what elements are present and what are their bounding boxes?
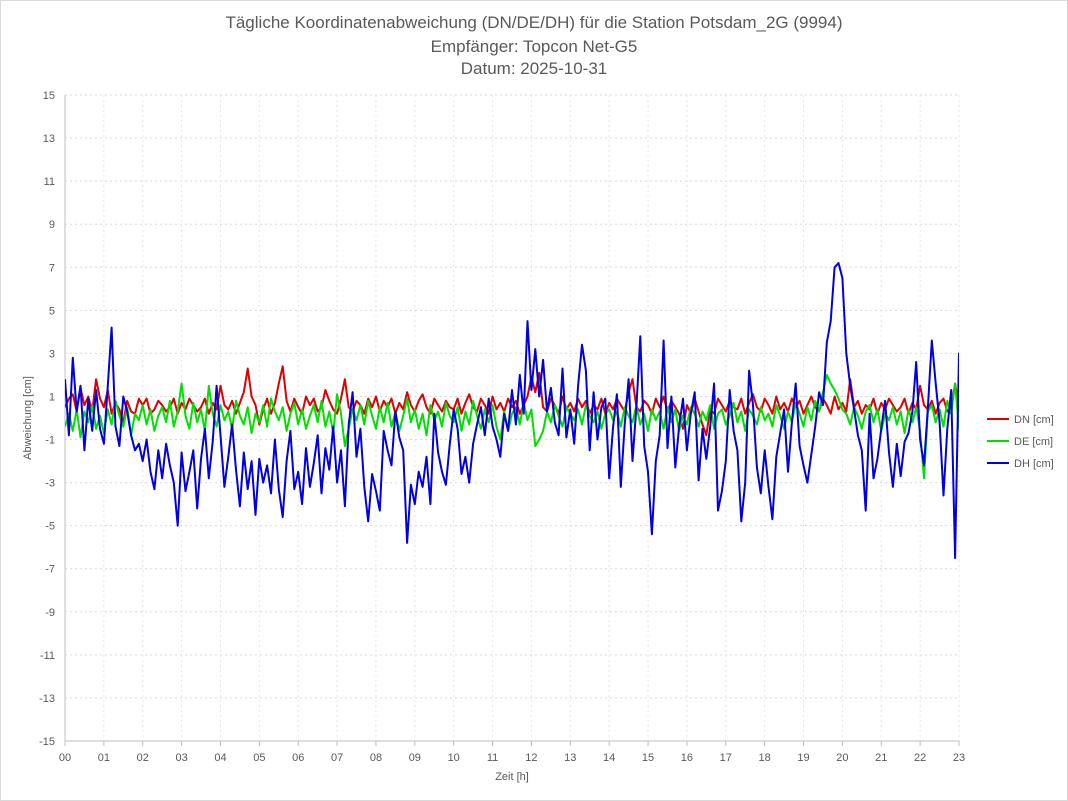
x-tick-label: 11 xyxy=(487,752,498,764)
chart-title-line-1: Tägliche Koordinatenabweichung (DN/DE/DH… xyxy=(225,13,842,32)
x-tick-label: 14 xyxy=(603,752,615,764)
x-axis-label: Zeit [h] xyxy=(495,771,529,783)
y-tick-label: -7 xyxy=(45,564,55,576)
y-tick-label: 1 xyxy=(49,391,55,403)
legend-label-de: DE [cm] xyxy=(1014,436,1053,448)
y-tick-label: -3 xyxy=(45,478,55,490)
x-tick-label: 20 xyxy=(836,752,848,764)
x-tick-label: 01 xyxy=(98,752,110,764)
legend-label-dn: DN [cm] xyxy=(1014,414,1054,426)
y-tick-label: 13 xyxy=(43,133,55,145)
chart-title-line-2: Empfänger: Topcon Net-G5 xyxy=(431,37,638,56)
x-tick-label: 15 xyxy=(642,752,654,764)
x-tick-label: 10 xyxy=(448,752,460,764)
x-tick-label: 00 xyxy=(59,752,71,764)
x-tick-label: 08 xyxy=(370,752,382,764)
x-tick-label: 02 xyxy=(137,752,149,764)
x-tick-label: 18 xyxy=(759,752,771,764)
y-tick-label: 3 xyxy=(49,348,55,360)
y-tick-label: 11 xyxy=(44,176,55,188)
y-tick-label: -9 xyxy=(45,607,55,619)
y-tick-label: -11 xyxy=(40,650,55,662)
x-tick-label: 19 xyxy=(797,752,809,764)
series-line-dh xyxy=(65,262,959,559)
x-tick-label: 13 xyxy=(564,752,576,764)
y-tick-label: -15 xyxy=(39,736,55,748)
y-tick-label: 5 xyxy=(49,305,55,317)
series-lines xyxy=(65,262,959,559)
x-tick-label: 05 xyxy=(253,752,265,764)
x-tick-labels: 00 01 02 03 04 05 06 07 08 09 10 11 12 13 14 15 16 17 18 19… xyxy=(59,752,965,764)
legend: DN [cm] DE [cm] DH [cm] xyxy=(987,414,1054,470)
x-tick-label: 21 xyxy=(875,752,887,764)
y-tick-label: -5 xyxy=(45,521,55,533)
x-tick-label: 09 xyxy=(409,752,421,764)
legend-label-dh: DH [cm] xyxy=(1014,458,1054,470)
y-tick-label: 9 xyxy=(49,219,55,231)
y-tick-label: -1 xyxy=(45,435,55,447)
x-tick-label: 23 xyxy=(953,752,965,764)
x-tick-label: 12 xyxy=(525,752,537,764)
axes xyxy=(64,95,960,746)
chart-title-line-3: Datum: 2025-10-31 xyxy=(461,59,607,78)
y-axis-label: Abweichung [cm] xyxy=(22,376,34,460)
y-tick-label: -13 xyxy=(39,693,55,705)
y-tick-labels: 15 13 11 9 7 5 3 1 -1 -3 -5 -7 -9 -11 -13 -15 xyxy=(39,90,55,748)
x-tick-label: 16 xyxy=(681,752,693,764)
x-tick-label: 22 xyxy=(914,752,926,764)
x-tick-label: 07 xyxy=(331,752,343,764)
y-tick-label: 15 xyxy=(43,90,55,102)
x-tick-label: 03 xyxy=(175,752,187,764)
x-tick-label: 17 xyxy=(720,752,732,764)
series-line-dn xyxy=(65,365,959,437)
y-tick-label: 7 xyxy=(49,262,55,274)
x-tick-label: 04 xyxy=(214,752,226,764)
x-tick-label: 06 xyxy=(292,752,304,764)
